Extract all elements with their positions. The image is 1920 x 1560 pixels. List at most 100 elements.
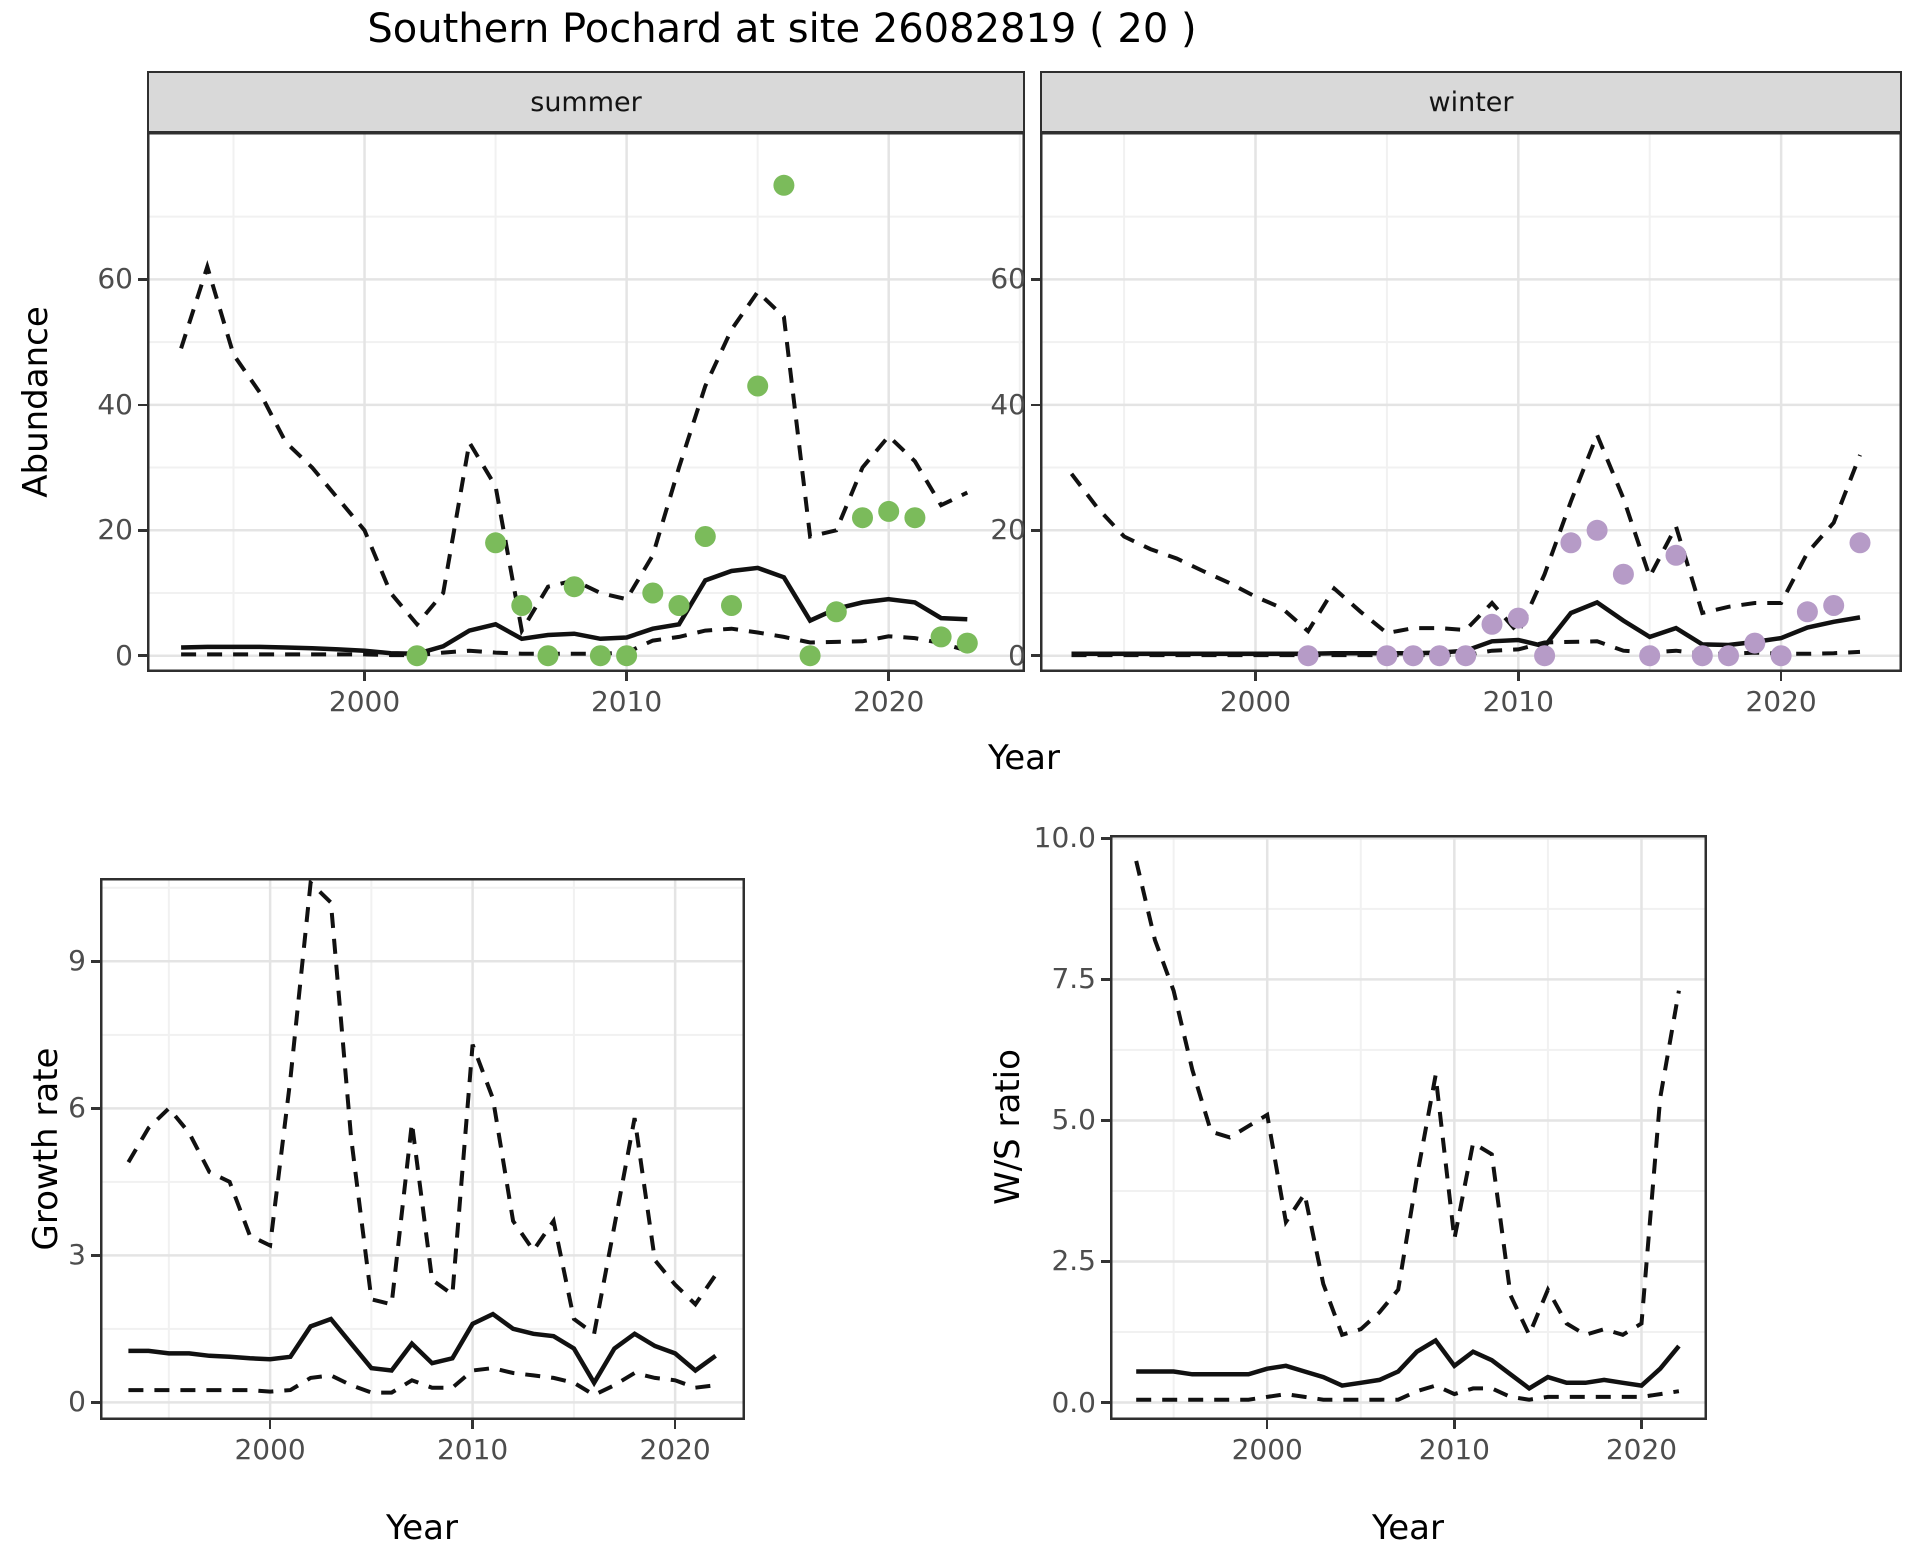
facet-strip-winter: winter [1040,71,1902,133]
x-tick-mark [1640,1420,1643,1429]
observed-point [1429,645,1450,667]
x-tick-mark [1517,672,1520,681]
x-tick-mark [1265,1420,1269,1429]
y-tick-label: 40 [97,387,133,421]
facet-strip-summer: summer [147,71,1025,133]
observed-point [1586,519,1608,541]
y-tick-label: 0 [1008,638,1026,672]
x-tick-mark [268,1420,272,1429]
observed-point [799,645,821,667]
growth-rate-axis-title: Growth rate [26,1047,66,1251]
observed-point [773,174,795,196]
observed-point [721,595,742,616]
y-tick-label: 3 [68,1238,86,1272]
chart-title: Southern Pochard at site 26082819 ( 20 ) [367,6,1197,52]
y-tick-mark [1031,278,1040,281]
observed-point [1744,632,1766,654]
y-tick-label: 20 [990,513,1026,547]
ci-upper-line [1134,860,1681,1340]
plot-area-ws-ratio [1110,835,1707,1420]
y-tick-label: 60 [97,262,133,296]
observed-point [1534,645,1556,667]
growth-year-axis-title: Year [386,1508,458,1548]
panel-ws-ratio [1110,835,1707,1420]
observed-point [930,626,952,648]
y-tick-mark [91,960,100,963]
y-tick-label: 0 [68,1385,86,1419]
y-tick-mark [1101,1401,1110,1404]
observed-point [589,645,611,667]
y-tick-label: 0.0 [1051,1385,1096,1419]
x-tick-label: 2020 [1605,1433,1678,1466]
facet-strip-summer-label: summer [530,86,642,118]
observed-point [1691,645,1713,667]
plot-area-growth-rate [100,878,745,1420]
panel-growth-rate [100,878,745,1420]
top-year-axis-title: Year [988,738,1060,778]
x-tick-label: 2020 [853,685,925,718]
y-tick-mark [91,1107,100,1110]
observed-point [1507,607,1529,629]
x-tick-label: 2020 [1745,685,1817,718]
y-tick-mark [138,529,147,532]
observed-point [1612,563,1634,585]
y-tick-mark [138,403,147,407]
abundance-axis-title: Abundance [16,306,56,498]
observed-point [747,375,769,397]
x-tick-mark [887,672,890,681]
y-tick-label: 6 [68,1091,86,1125]
observed-point [904,507,926,529]
x-tick-mark [471,1420,474,1429]
observed-point [1770,645,1792,667]
plot-area-abundance-winter [1040,132,1902,672]
x-tick-mark [673,1420,677,1429]
observed-point [1849,532,1871,554]
observed-point [1665,544,1687,566]
x-tick-label: 2000 [328,685,401,718]
x-tick-label: 2020 [639,1433,711,1466]
observed-point [511,595,533,616]
y-tick-mark [138,278,147,281]
y-tick-mark [138,654,147,657]
observed-point [1823,595,1845,616]
y-tick-mark [1031,529,1040,532]
y-tick-mark [91,1401,100,1404]
observed-point [878,500,900,522]
panel-abundance-summer [147,132,1025,672]
observed-point [825,601,847,623]
observed-point [668,595,690,616]
observed-point [563,576,585,598]
observed-point [1455,645,1477,667]
x-tick-label: 2000 [1231,1433,1303,1466]
y-tick-label: 2.5 [1051,1244,1096,1278]
ws-year-axis-title: Year [1372,1508,1444,1548]
y-tick-label: 5.0 [1051,1103,1096,1137]
y-tick-label: 7.5 [1051,962,1096,996]
observed-point [1718,645,1739,667]
x-tick-label: 2010 [590,685,663,718]
y-tick-mark [91,1254,100,1257]
x-tick-label: 2010 [436,1433,509,1466]
y-tick-label: 40 [990,387,1026,421]
mean-line [1136,1337,1681,1392]
observed-point [1297,645,1319,667]
observed-point [1402,645,1424,667]
observed-point [694,526,716,547]
x-tick-label: 2000 [1219,685,1292,718]
ci-upper-line [1069,429,1862,637]
x-tick-label: 2010 [1482,685,1554,718]
y-tick-mark [1031,403,1040,407]
x-tick-mark [363,672,366,681]
y-tick-label: 20 [97,513,133,547]
observed-point [1639,645,1661,667]
x-tick-label: 2000 [234,1433,306,1466]
x-tick-mark [1254,672,1257,681]
facet-strip-winter-label: winter [1428,86,1514,118]
ci-lower-line [1136,1383,1680,1402]
x-tick-mark [1779,672,1783,681]
observed-point [642,582,664,604]
y-tick-label: 0 [115,638,133,672]
mean-line [128,1311,717,1388]
observed-point [1796,601,1818,623]
